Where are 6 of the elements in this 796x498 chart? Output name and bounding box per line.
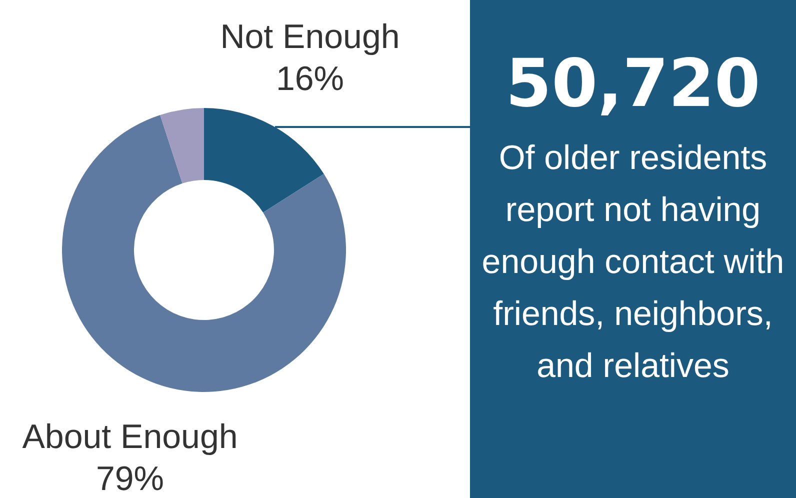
slice-label: About Enough [22,418,238,456]
text: 50,720 [504,44,762,124]
text: Of older residents report not having enough contact with friends, neighbors, and relatives [480,138,786,387]
slice-label: Not Enough [220,18,400,56]
data-label: 16% [276,60,344,98]
data-label: 79% [96,460,164,498]
